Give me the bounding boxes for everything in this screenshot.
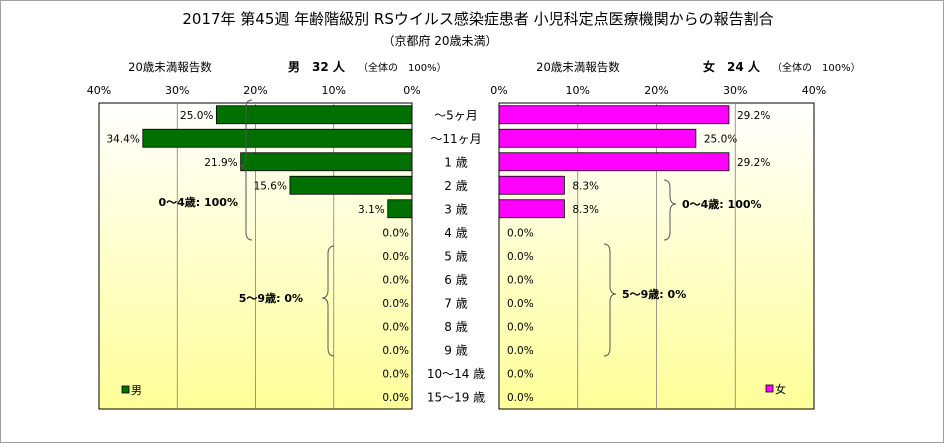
male-value-label: 25.0% <box>180 110 213 122</box>
male-heading-note: （全体の 100%） <box>358 61 447 74</box>
category-label: 9 歳 <box>444 343 467 357</box>
male-brace-0-4 <box>239 99 253 241</box>
category-label: 2 歳 <box>444 179 467 193</box>
female-value-label: 29.2% <box>737 157 770 169</box>
bars <box>142 105 730 219</box>
female-bar <box>498 152 730 172</box>
male-value-label: 0.0% <box>382 274 409 286</box>
female-bar <box>498 175 565 195</box>
chart-title: 2017年 第45週 年齢階級別 RSウイルス感染症患者 小児科定点医療機関から… <box>182 10 773 28</box>
category-label: 5 歳 <box>444 249 467 263</box>
male-bar <box>387 199 413 219</box>
female-value-label: 29.2% <box>737 110 770 122</box>
category-label: 10～14 歳 <box>427 367 485 381</box>
male-x-tick-label: 20% <box>243 84 267 97</box>
female-value-label: 25.0% <box>704 133 737 145</box>
male-value-label: 15.6% <box>254 180 287 192</box>
female-value-label: 0.0% <box>507 274 534 286</box>
category-label: 3 歳 <box>444 202 467 216</box>
male-x-tick-label: 10% <box>322 84 346 97</box>
category-label: 1 歳 <box>444 155 467 169</box>
male-value-label: 0.0% <box>382 251 409 263</box>
male-x-tick-label: 0% <box>403 84 420 97</box>
male-value-label: 0.0% <box>382 345 409 357</box>
female-x-tick-label: 30% <box>723 84 747 97</box>
female-bar <box>498 128 697 148</box>
male-bar <box>289 175 413 195</box>
male-brace-5-9 <box>321 245 335 357</box>
male-legend-label: 男 <box>131 384 142 397</box>
female-heading-note: （全体の 100%） <box>772 61 861 74</box>
male-brace-label-5-9: 5～9歳: 0% <box>239 291 303 305</box>
female-value-label: 0.0% <box>507 298 534 310</box>
female-legend-label: 女 <box>775 382 786 396</box>
female-brace-5-9 <box>603 243 617 357</box>
male-bar <box>215 105 413 125</box>
female-x-tick-label: 10% <box>566 84 590 97</box>
male-legend-swatch <box>121 385 130 394</box>
male-brace-label-0-4: 0～4歳: 100% <box>158 195 238 209</box>
female-bar <box>498 199 565 219</box>
male-value-label: 0.0% <box>382 321 409 333</box>
male-heading: 男 32 人 <box>288 59 346 74</box>
chart-subtitle: （京都府 20歳未満） <box>382 33 497 48</box>
male-value-label: 0.0% <box>382 227 409 239</box>
female-x-tick-label: 20% <box>644 84 668 97</box>
male-value-label: 0.0% <box>382 392 409 404</box>
female-value-label: 0.0% <box>507 251 534 263</box>
female-value-label: 0.0% <box>507 345 534 357</box>
male-x-tick-label: 40% <box>87 84 111 97</box>
female-bar <box>498 105 730 125</box>
female-x-tick-label: 0% <box>490 84 507 97</box>
category-label: 4 歳 <box>444 226 467 240</box>
male-value-label: 3.1% <box>358 204 385 216</box>
female-legend-swatch <box>765 384 774 393</box>
female-value-label: 0.0% <box>507 368 534 380</box>
female-value-label: 8.3% <box>572 204 599 216</box>
category-label: ～5ヶ月 <box>434 108 478 122</box>
male-x-tick-label: 30% <box>165 84 189 97</box>
female-report-count-label: 20歳未満報告数 <box>536 60 620 74</box>
category-label: ～11ヶ月 <box>430 132 481 146</box>
male-value-label: 21.9% <box>204 157 237 169</box>
female-x-tick-label: 40% <box>802 84 826 97</box>
male-value-label: 34.4% <box>106 133 139 145</box>
category-label: 7 歳 <box>444 296 467 310</box>
category-label: 6 歳 <box>444 273 467 287</box>
labels: 40% 30% 20% 10% 0% 0% 10% 20% 30% 40% ～5ヶ月 ～11ヶ月 1 歳… <box>87 84 826 404</box>
female-value-label: 0.0% <box>507 227 534 239</box>
female-brace-label-5-9: 5～9歳: 0% <box>622 287 686 301</box>
male-value-label: 0.0% <box>382 298 409 310</box>
female-heading: 女 24 人 <box>703 59 761 74</box>
male-value-label: 0.0% <box>382 368 409 380</box>
male-bar <box>142 128 413 148</box>
female-value-label: 8.3% <box>572 180 599 192</box>
category-label: 15～19 歳 <box>427 390 485 404</box>
female-value-label: 0.0% <box>507 321 534 333</box>
female-brace-label-0-4: 0～4歳: 100% <box>682 197 762 211</box>
male-report-count-label: 20歳未満報告数 <box>128 60 212 74</box>
male-bar <box>240 152 413 172</box>
female-value-label: 0.0% <box>507 392 534 404</box>
category-label: 8 歳 <box>444 320 467 334</box>
female-brace-0-4 <box>663 179 677 241</box>
